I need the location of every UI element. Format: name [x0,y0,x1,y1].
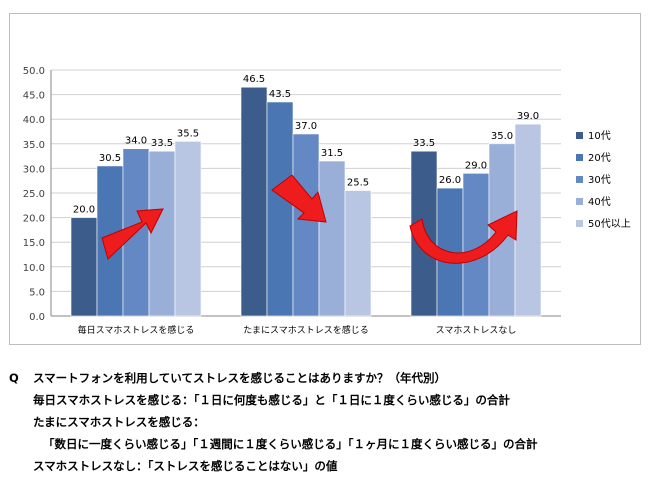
data-label: 37.0 [295,121,317,132]
data-label: 31.5 [321,148,343,159]
bar [292,133,320,317]
bar-chart: 0.0 5.0 10.0 15.0 20.0 25.0 30.0 35.0 40.0 45.0 50… [23,66,631,336]
y-tick-label: 10.0 [23,263,45,274]
legend-swatch [576,176,583,183]
question-mark-label: Q [9,371,19,385]
data-label: 33.5 [151,138,173,149]
question-text: スマートフォンを利用していてストレスを感じることはありますか？（年代別） [33,371,446,385]
caption-note-1: 毎日スマホストレスを感じる：「１日に何度も感じる」と「１日に１度くらい感じる」の… [33,393,510,407]
y-tick-label: 30.0 [23,164,45,175]
bar [70,217,98,317]
bar [148,150,176,317]
y-tick-label: 15.0 [23,238,45,249]
data-label: 29.0 [465,160,487,171]
data-label: 25.5 [347,178,369,189]
trend-arrow-curve-up [409,210,518,264]
trend-arrow-up [101,208,164,260]
bar [514,123,542,317]
data-label: 46.5 [243,74,265,85]
caption-question-line: Q スマートフォンを利用していてストレスを感じることはありますか？（年代別） [9,367,639,389]
bar [344,190,372,317]
y-tick-label: 5.0 [29,287,45,298]
caption-note-3: 「数日に一度くらい感じる」「１週間に１度くらい感じる」「１ヶ月に１度くらい感じる… [43,437,538,451]
data-label: 35.5 [177,128,199,139]
category-label: たまにスマホストレスを感じる [243,324,368,336]
category-label: スマホストレスなし [436,325,517,336]
data-label: 34.0 [125,136,147,147]
y-tick-label: 35.0 [23,140,45,151]
y-tick-label: 25.0 [23,189,45,200]
y-tick-label: 50.0 [23,66,45,77]
legend-label: 30代 [588,174,611,186]
y-tick-label: 20.0 [23,214,45,225]
y-tick-label: 0.0 [29,312,45,323]
legend-label: 50代以上 [588,218,631,230]
legend-swatch [576,154,583,161]
legend-label: 10代 [588,130,611,142]
category-label: 毎日スマホストレスを感じる [78,324,195,336]
trend-arrow-down [271,174,327,223]
data-label: 39.0 [517,111,539,122]
y-tick-label: 45.0 [23,91,45,102]
bar [240,86,268,317]
bar [266,101,294,317]
caption-note-4: スマホストレスなし：「ストレスを感じることはない」の値 [33,459,338,473]
legend-label: 20代 [588,152,611,164]
data-label: 35.0 [491,131,513,142]
data-label: 20.0 [73,205,95,216]
legend-swatch [576,198,583,205]
data-label: 26.0 [439,175,461,186]
y-tick-label: 40.0 [23,115,45,126]
caption-note-2: たまにスマホストレスを感じる： [33,415,205,429]
legend-swatch [576,220,583,227]
data-label: 43.5 [269,89,291,100]
bar [318,160,346,317]
bar [174,141,202,317]
data-label: 30.5 [99,153,121,164]
chart-caption: Q スマートフォンを利用していてストレスを感じることはありますか？（年代別） 毎日… [9,367,639,477]
legend-label: 40代 [588,196,611,208]
data-label: 33.5 [413,138,435,149]
legend-swatch [576,132,583,139]
chart-area: 0.0 5.0 10.0 15.0 20.0 25.0 30.0 35.0 40.0 45.0 50… [9,13,641,345]
